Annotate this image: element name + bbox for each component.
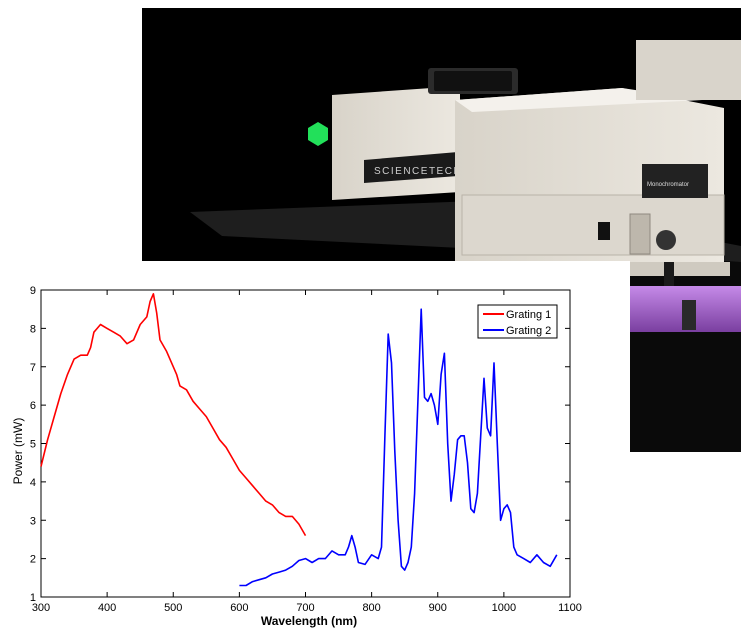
x-tick-label: 1000 <box>492 602 516 614</box>
y-tick-label: 3 <box>30 515 36 527</box>
x-tick-label: 600 <box>230 602 248 614</box>
led-indicator <box>308 122 328 146</box>
y-tick-label: 4 <box>30 477 36 489</box>
y-tick-label: 6 <box>30 400 36 412</box>
x-tick-label: 700 <box>296 602 314 614</box>
x-tick-label: 800 <box>362 602 380 614</box>
x-tick-label: 900 <box>429 602 447 614</box>
x-tick-label: 300 <box>32 602 50 614</box>
monochromator-photo-drawing: SCIENCETECH Monochromator <box>142 8 741 452</box>
plot-panel: 300 400 500 600 700 800 900 1000 1100 1 2 3 4 5 6 7 8 9 W… <box>0 261 630 631</box>
power-switch <box>598 222 610 240</box>
y-tick-label: 5 <box>30 439 36 451</box>
power-spectrum-chart: 300 400 500 600 700 800 900 1000 1100 1 2 3 4 5 6 7 8 9 W… <box>11 285 582 628</box>
brand-label: SCIENCETECH <box>374 166 462 177</box>
x-tick-label: 400 <box>98 602 116 614</box>
y-axis-label: Power (mW) <box>11 418 25 485</box>
plot-area <box>40 289 571 598</box>
rear-equipment <box>636 40 741 100</box>
monochromator-photo: SCIENCETECH Monochromator <box>142 0 741 452</box>
y-tick-label: 9 <box>30 285 36 297</box>
legend-box <box>477 304 558 339</box>
x-tick-label: 1100 <box>558 602 582 614</box>
device-label: Monochromator <box>647 182 689 188</box>
device-plate <box>642 164 708 198</box>
cable-connector <box>656 230 676 250</box>
brand-strip <box>364 152 458 183</box>
y-tick-label: 8 <box>30 323 36 335</box>
connector-panel <box>629 213 651 255</box>
legend: Grating 1 Grating 2 <box>477 304 558 339</box>
series-line-2 <box>239 308 558 587</box>
legend-label-grating-1: Grating 1 <box>506 309 551 321</box>
y-tick-label: 1 <box>30 592 36 604</box>
lamp-housing <box>332 86 460 200</box>
legend-label-grating-2: Grating 2 <box>506 325 551 337</box>
x-tick-label: 500 <box>164 602 182 614</box>
front-panel <box>461 194 725 256</box>
y-tick-label: 7 <box>30 362 36 374</box>
x-axis-label: Wavelength (nm) <box>261 614 357 628</box>
series-line-1 <box>40 292 307 536</box>
y-tick-label: 2 <box>30 554 36 566</box>
